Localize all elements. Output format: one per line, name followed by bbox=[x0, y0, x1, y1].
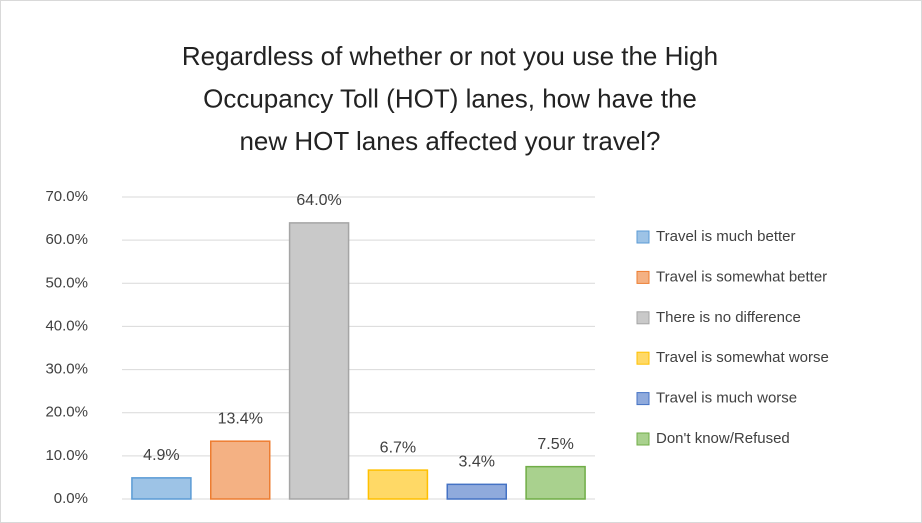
bar bbox=[288, 222, 350, 500]
legend-label: Travel is somewhat worse bbox=[656, 349, 829, 366]
bar bbox=[210, 440, 271, 500]
y-tick-label: 10.0% bbox=[45, 447, 88, 464]
data-label: 3.4% bbox=[459, 454, 495, 471]
legend-label: Travel is somewhat better bbox=[656, 268, 827, 285]
bar bbox=[367, 469, 429, 500]
bar bbox=[525, 465, 586, 500]
data-label: 13.4% bbox=[218, 410, 263, 427]
data-label: 7.5% bbox=[537, 436, 573, 453]
legend-label: Don't know/Refused bbox=[656, 430, 790, 447]
y-tick-label: 40.0% bbox=[45, 317, 88, 334]
legend-swatch bbox=[636, 311, 650, 325]
bar bbox=[446, 483, 507, 500]
legend-label: There is no difference bbox=[656, 309, 801, 326]
y-tick-label: 70.0% bbox=[45, 188, 88, 205]
y-tick-label: 30.0% bbox=[45, 361, 88, 378]
data-label: 64.0% bbox=[296, 192, 341, 209]
legend-swatch bbox=[636, 351, 650, 365]
legend-label: Travel is much better bbox=[656, 228, 796, 245]
legend-swatch bbox=[636, 270, 650, 284]
legend-swatch bbox=[636, 230, 650, 244]
y-tick-label: 50.0% bbox=[45, 274, 88, 291]
legend-label: Travel is much worse bbox=[656, 390, 797, 407]
chart-title: Regardless of whether or not you use the… bbox=[182, 41, 718, 71]
legend-swatch bbox=[636, 392, 650, 406]
data-label: 6.7% bbox=[380, 439, 416, 456]
chart-title: Occupancy Toll (HOT) lanes, how have the bbox=[203, 83, 697, 113]
data-label: 4.9% bbox=[143, 447, 179, 464]
chart-title: new HOT lanes affected your travel? bbox=[239, 126, 660, 156]
y-tick-label: 60.0% bbox=[45, 231, 88, 248]
legend-swatch bbox=[636, 432, 650, 446]
y-tick-label: 20.0% bbox=[45, 404, 88, 421]
y-tick-label: 0.0% bbox=[54, 490, 88, 507]
bar bbox=[131, 477, 192, 500]
